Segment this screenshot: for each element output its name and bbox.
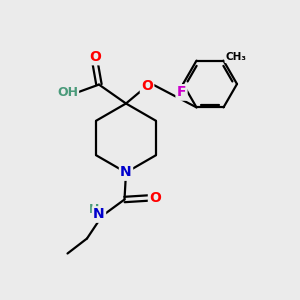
Text: CH₃: CH₃ — [226, 52, 247, 62]
Text: O: O — [141, 79, 153, 93]
Text: F: F — [177, 85, 186, 99]
Text: N: N — [93, 208, 105, 221]
Text: O: O — [89, 50, 101, 64]
Text: H: H — [88, 203, 99, 216]
Text: OH: OH — [57, 86, 78, 99]
Text: N: N — [120, 166, 132, 179]
Text: O: O — [149, 191, 161, 205]
